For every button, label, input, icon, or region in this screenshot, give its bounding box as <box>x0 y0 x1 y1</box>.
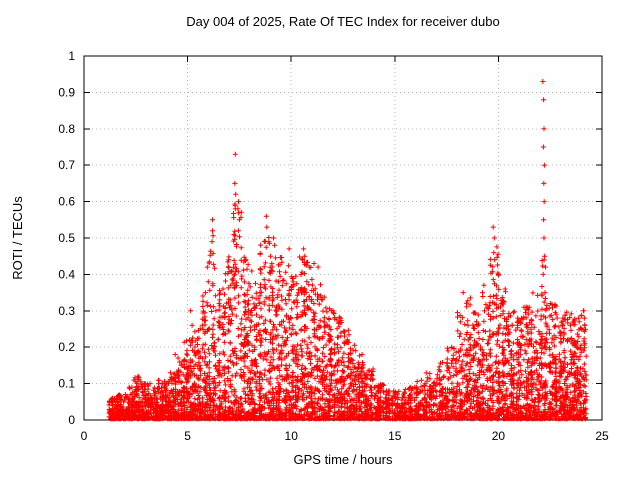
y-tick-label: 0.1 <box>58 377 75 391</box>
y-tick-label: 0.8 <box>58 122 75 136</box>
y-tick-label: 0.6 <box>58 195 75 209</box>
chart-title: Day 004 of 2025, Rate Of TEC Index for r… <box>186 14 499 29</box>
y-tick-label: 0.5 <box>58 231 75 245</box>
y-tick-label: 0.3 <box>58 304 75 318</box>
x-tick-label: 10 <box>285 429 299 443</box>
x-tick-label: 15 <box>388 429 402 443</box>
x-tick-label: 5 <box>184 429 191 443</box>
y-tick-label: 1 <box>68 49 75 63</box>
y-tick-label: 0.4 <box>58 267 75 281</box>
y-tick-label: 0 <box>68 413 75 427</box>
x-tick-label: 0 <box>81 429 88 443</box>
x-axis-label: GPS time / hours <box>294 452 393 467</box>
y-tick-label: 0.2 <box>58 340 75 354</box>
grid-lines <box>84 56 602 420</box>
y-tick-label: 0.9 <box>58 85 75 99</box>
scatter-points <box>106 79 589 422</box>
y-axis-label: ROTI / TECUs <box>10 196 25 280</box>
y-tick-label: 0.7 <box>58 158 75 172</box>
x-tick-label: 20 <box>492 429 506 443</box>
x-tick-label: 25 <box>595 429 609 443</box>
